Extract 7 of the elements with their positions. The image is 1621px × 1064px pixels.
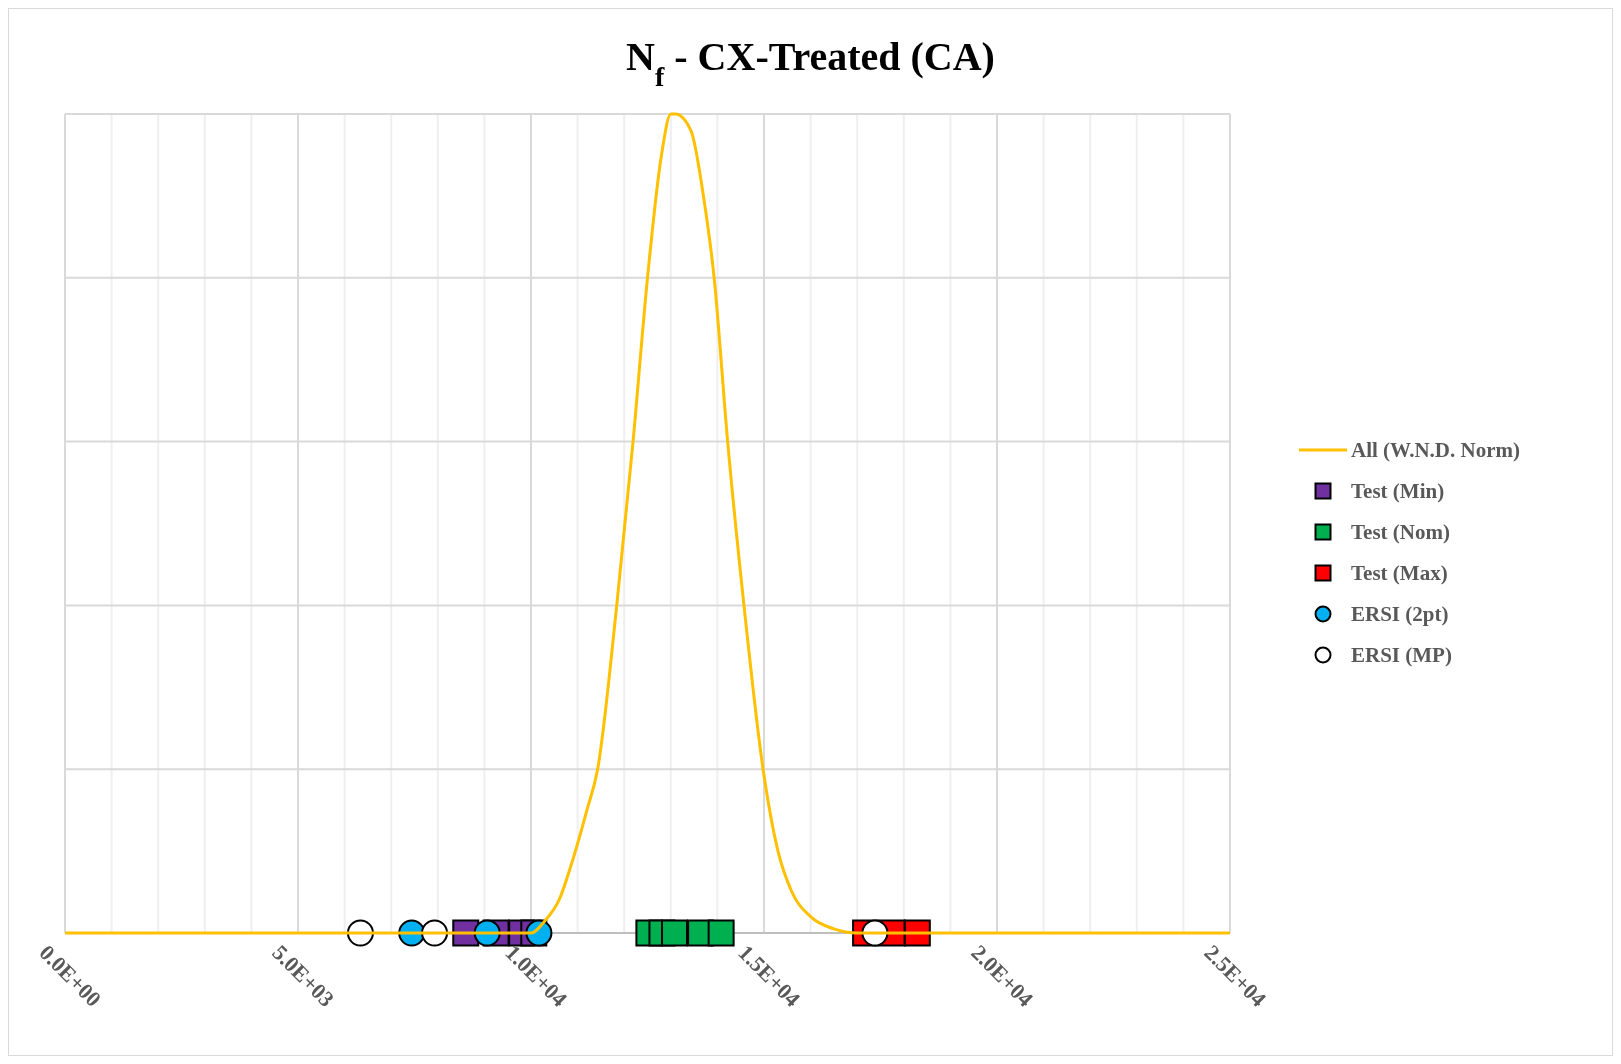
legend-label: Test (Max) [1351,561,1448,585]
legend-label: ERSI (MP) [1351,643,1452,667]
legend-label: All (W.N.D. Norm) [1351,438,1520,462]
chart-title: N$_{f}$ - CX-Treated (CA) [626,34,995,92]
legend-label: Test (Min) [1351,479,1445,503]
legend-label: Test (Nom) [1351,520,1450,544]
legend-label: ERSI (2pt) [1351,602,1449,626]
